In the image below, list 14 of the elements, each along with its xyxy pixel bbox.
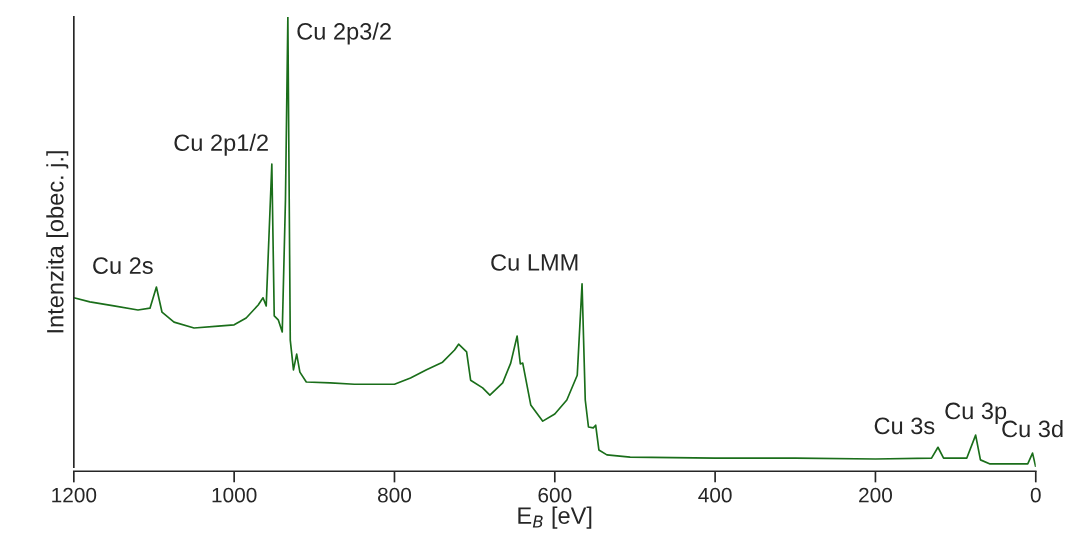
x-tick-label: 1200 — [52, 487, 97, 503]
annotation: Cu 2p3/2 — [297, 22, 391, 45]
x-tick-label: 200 — [859, 487, 892, 503]
x-tick-label: 400 — [698, 487, 732, 503]
annotation: Cu 2p1/2 — [174, 133, 268, 156]
annotation: Cu 3s — [874, 417, 935, 435]
x-tick-label: 800 — [378, 487, 412, 503]
x-axis-title: E$_{B}$ [eV] — [518, 506, 592, 529]
x-tick-label: 0 — [1030, 487, 1041, 503]
x-tick-label: 600 — [538, 487, 572, 503]
annotation: Cu 2s — [93, 257, 153, 274]
y-axis-title: Intenzita [obec. j.] — [46, 151, 69, 333]
annotation: Cu LMM — [491, 254, 578, 271]
x-tick-label: 1000 — [212, 487, 257, 503]
